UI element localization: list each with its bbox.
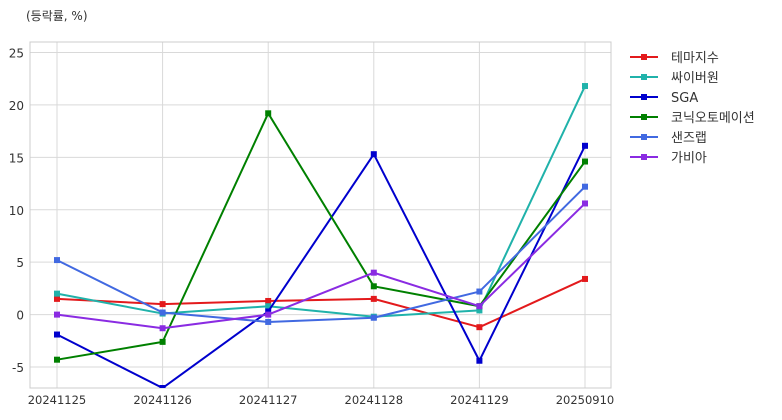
- data-point: [265, 311, 272, 318]
- legend-marker: [641, 54, 647, 60]
- x-tick-label: 20241128: [345, 393, 404, 407]
- series-샌즈랩: [54, 183, 588, 325]
- data-point: [159, 301, 166, 308]
- legend-marker: [641, 154, 647, 160]
- y-tick-label: -5: [12, 361, 24, 375]
- x-tick-label: 20241125: [28, 393, 87, 407]
- legend-marker: [641, 94, 647, 100]
- y-tick-label: 15: [9, 151, 24, 165]
- data-point: [582, 83, 588, 90]
- x-tick-label: 20241127: [239, 393, 298, 407]
- axes: -5 0 5 10 15 20 25 20241125 20241126 20241127 2024…: [9, 41, 615, 407]
- legend-item: 테마지수: [630, 51, 719, 66]
- data-point: [159, 385, 166, 388]
- data-point: [54, 257, 60, 264]
- data-point: [159, 325, 166, 332]
- data-point: [159, 309, 166, 316]
- data-point: [370, 283, 377, 290]
- y-tick-label: 0: [16, 309, 24, 323]
- legend-item: 싸이버원: [630, 71, 719, 86]
- data-point: [370, 151, 377, 158]
- x-tick-label: 20241126: [133, 393, 192, 407]
- data-point: [265, 110, 272, 117]
- grid-lines: [30, 42, 611, 388]
- data-point: [265, 297, 272, 304]
- y-tick-label: 5: [16, 256, 24, 270]
- series-line: [56, 145, 586, 388]
- x-tick-label: 20250910: [556, 393, 615, 407]
- legend-marker: [641, 74, 647, 80]
- data-point: [582, 142, 588, 149]
- y-axis-label: (등락률, %): [26, 9, 88, 23]
- data-point: [370, 314, 377, 321]
- data-point: [54, 290, 60, 297]
- legend-label: 테마지수: [671, 51, 719, 66]
- legend-item: SGA: [630, 91, 698, 106]
- data-point: [476, 303, 483, 310]
- data-point: [54, 295, 60, 302]
- data-point: [370, 269, 377, 276]
- series-line: [56, 185, 586, 323]
- legend-item: 샌즈랩: [630, 131, 707, 146]
- legend-label: SGA: [671, 91, 698, 106]
- legend-label: 샌즈랩: [671, 131, 707, 146]
- data-point: [54, 356, 60, 363]
- data-point: [476, 307, 483, 314]
- y-tick-label: 10: [9, 204, 24, 218]
- legend-marker: [641, 134, 647, 140]
- y-tick-label: 25: [9, 46, 24, 60]
- legend-label: 가비아: [671, 151, 707, 166]
- series-lines: [54, 83, 588, 388]
- legend-marker: [641, 114, 647, 120]
- plot-frame: [29, 41, 612, 389]
- data-point: [582, 200, 588, 207]
- data-point: [54, 331, 60, 338]
- data-point: [54, 311, 60, 318]
- data-point: [265, 308, 272, 315]
- data-point: [582, 275, 588, 282]
- data-point: [582, 158, 588, 165]
- data-point: [159, 338, 166, 345]
- data-point: [265, 303, 272, 310]
- legend-label: 코닉오토메이션: [671, 111, 755, 126]
- data-point: [476, 324, 483, 331]
- data-point: [265, 318, 272, 325]
- legend-item: 가비아: [630, 151, 707, 166]
- legend-item: 코닉오토메이션: [630, 111, 755, 126]
- data-point: [582, 183, 588, 190]
- series-line: [56, 112, 586, 361]
- series-line: [56, 202, 586, 330]
- x-tick-label: 20241129: [450, 393, 509, 407]
- y-tick-label: 20: [9, 99, 24, 113]
- series-가비아: [54, 200, 588, 332]
- data-point: [370, 295, 377, 302]
- data-point: [476, 357, 483, 364]
- data-point: [476, 288, 483, 295]
- legend-label: 싸이버원: [671, 71, 719, 86]
- series-SGA: [54, 142, 588, 388]
